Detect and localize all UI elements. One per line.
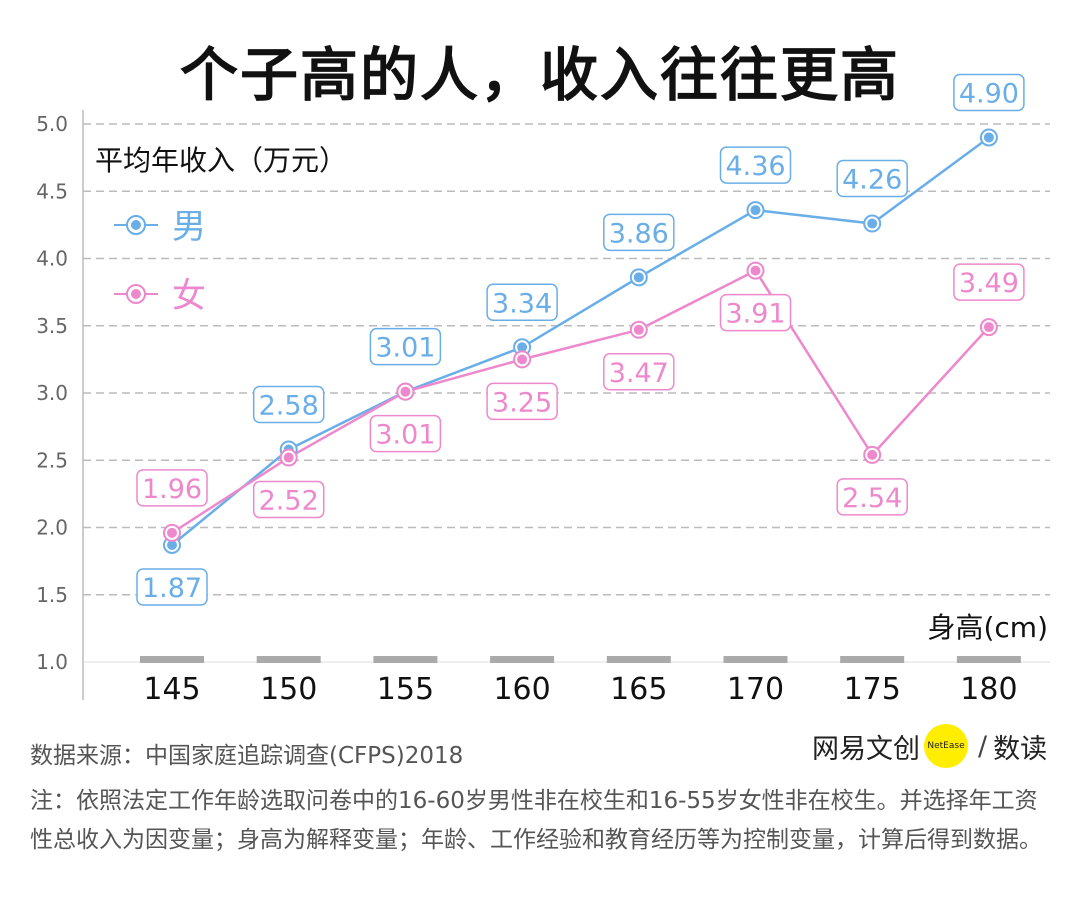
data-label-box [836, 159, 908, 198]
x-tick-label: 160 [493, 672, 550, 707]
data-label: 3.49 [959, 268, 1019, 299]
data-label-box [719, 293, 792, 332]
legend-marker-dot [131, 220, 141, 230]
footnote: 注：依照法定工作年龄选取问卷中的16-60岁男性非在校生和16-55岁女性非在校… [30, 788, 1042, 853]
logo-right: 数读 [993, 733, 1048, 765]
baseline-marker [606, 656, 671, 663]
baseline-marker [723, 656, 788, 663]
legend-label: 男 [172, 207, 206, 247]
data-point-dot [867, 218, 878, 229]
y-tick-label: 5.0 [36, 112, 68, 136]
data-label: 3.91 [725, 299, 785, 330]
data-point-dot [283, 452, 294, 463]
data-label: 3.25 [492, 387, 552, 418]
netease-logo: 网易文创 NetEase / 数读 [812, 724, 1047, 768]
y-axis-title: 平均年收入（万元） [95, 144, 347, 177]
x-tick-label: 150 [260, 672, 317, 707]
data-label-box [719, 146, 792, 184]
line-chart: 1.0 1.5 2.0 2.5 3.0 3.5 4.0 4.5 5.0 平均年收入（万元） 身高(c… [36, 73, 1050, 707]
data-point-dot [400, 386, 411, 397]
y-tick-label: 4.5 [36, 179, 68, 203]
data-label: 1.87 [142, 573, 202, 604]
logo-circle: NetEase [924, 724, 968, 768]
baseline-marker [490, 656, 555, 663]
data-label: 2.58 [259, 390, 319, 421]
y-tick-label: 2.5 [36, 448, 68, 472]
y-tick-label: 3.0 [36, 381, 68, 405]
baseline-marker [373, 656, 438, 663]
data-label: 2.52 [259, 486, 319, 517]
y-tick-label: 3.5 [36, 314, 68, 338]
data-point-dot [517, 342, 528, 353]
data-point-dot [633, 324, 644, 335]
data-point-dot [167, 539, 177, 550]
x-tick-label: 170 [727, 672, 784, 707]
data-label-box [953, 263, 1025, 301]
data-label-box [252, 385, 325, 424]
data-label-box [603, 213, 675, 252]
data-label-box [369, 414, 442, 453]
legend-marker-dot [131, 289, 141, 299]
data-label-box [136, 469, 208, 507]
x-tick-label: 145 [143, 672, 200, 707]
data-label-box [486, 382, 558, 421]
data-point-dot [633, 272, 644, 283]
data-point-dot [517, 354, 528, 365]
data-label: 3.34 [492, 288, 552, 319]
data-point-dot [983, 132, 994, 143]
data-label: 3.01 [375, 333, 435, 364]
logo-left: 网易文创 [812, 733, 920, 765]
data-label-box [252, 480, 325, 519]
data-label-box [953, 73, 1025, 112]
y-tick-label: 4.0 [36, 247, 68, 271]
x-axis-title: 身高(cm) [927, 611, 1048, 644]
data-source: 数据来源：中国家庭追踪调查(CFPS)2018 [30, 743, 464, 769]
data-label: 3.86 [609, 218, 669, 249]
baseline-marker [140, 656, 204, 663]
data-point-dot [167, 527, 177, 538]
data-point-dot [750, 205, 761, 216]
data-label-box [836, 478, 908, 516]
y-tick-label: 1.0 [36, 650, 68, 674]
data-label: 2.54 [842, 483, 902, 514]
y-tick-label: 2.0 [36, 516, 68, 540]
data-label: 4.26 [842, 165, 902, 196]
x-tick-label: 180 [960, 672, 1017, 707]
data-label: 3.01 [375, 420, 435, 451]
data-label: 3.47 [609, 358, 669, 389]
data-label-box [136, 568, 208, 606]
baseline-marker [956, 656, 1021, 663]
logo-sep: / [978, 730, 988, 762]
series-line [171, 136, 990, 546]
data-point-dot [867, 449, 878, 460]
y-tick-label: 1.5 [36, 583, 68, 607]
chart-title: 个子高的人，收入往往更高 [179, 41, 900, 109]
data-label-box [486, 283, 558, 322]
baseline-marker [256, 656, 321, 663]
baseline-marker [840, 656, 905, 663]
data-label-box [603, 353, 675, 391]
data-point-dot [983, 322, 994, 333]
data-label-box [369, 327, 442, 366]
series-line [171, 268, 990, 534]
data-label: 1.96 [142, 474, 202, 505]
x-tick-label: 155 [377, 672, 434, 707]
data-label: 4.36 [725, 151, 785, 182]
x-tick-label: 165 [610, 672, 667, 707]
data-point-dot [750, 265, 761, 276]
x-tick-label: 175 [844, 672, 901, 707]
legend-label: 女 [172, 276, 206, 316]
data-label: 4.90 [959, 78, 1019, 109]
